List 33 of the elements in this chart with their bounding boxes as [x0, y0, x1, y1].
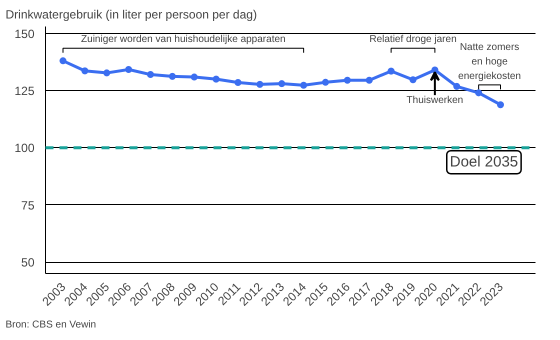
annotation: Zuiniger worden van huishoudelijke apparaten [81, 34, 286, 46]
point [147, 71, 154, 78]
annotation: Relatief droge jaren [369, 34, 457, 46]
point [344, 76, 351, 84]
point [475, 89, 482, 96]
point [168, 72, 176, 80]
point [103, 69, 110, 76]
annotation: Natte zomers en hoge energiekosten [458, 42, 521, 82]
point [366, 76, 373, 84]
point [212, 76, 220, 83]
annotation: Thuiswerken [406, 95, 464, 106]
y-tick-label: 50 [21, 256, 35, 270]
point [190, 74, 198, 81]
point [60, 57, 66, 64]
point [234, 79, 242, 86]
point [410, 76, 416, 84]
chart-title: Drinkwatergebruik (in liter per persoon per dag) [6, 8, 257, 22]
point [81, 67, 88, 74]
text: Bron: CBS en Vewin [6, 320, 96, 330]
point [453, 82, 460, 90]
y-tick-label: 125 [14, 84, 35, 98]
point [278, 80, 286, 88]
point [497, 101, 504, 108]
y-tick-label: 75 [21, 198, 35, 212]
point [300, 82, 308, 89]
point [256, 80, 264, 88]
ref-line-label: Doel 2035 [450, 154, 518, 171]
point [388, 68, 395, 75]
y-tick-label: 100 [14, 141, 35, 156]
y-tick-label: 150 [14, 26, 35, 41]
point [431, 66, 438, 74]
point [322, 78, 329, 86]
point [125, 66, 132, 73]
